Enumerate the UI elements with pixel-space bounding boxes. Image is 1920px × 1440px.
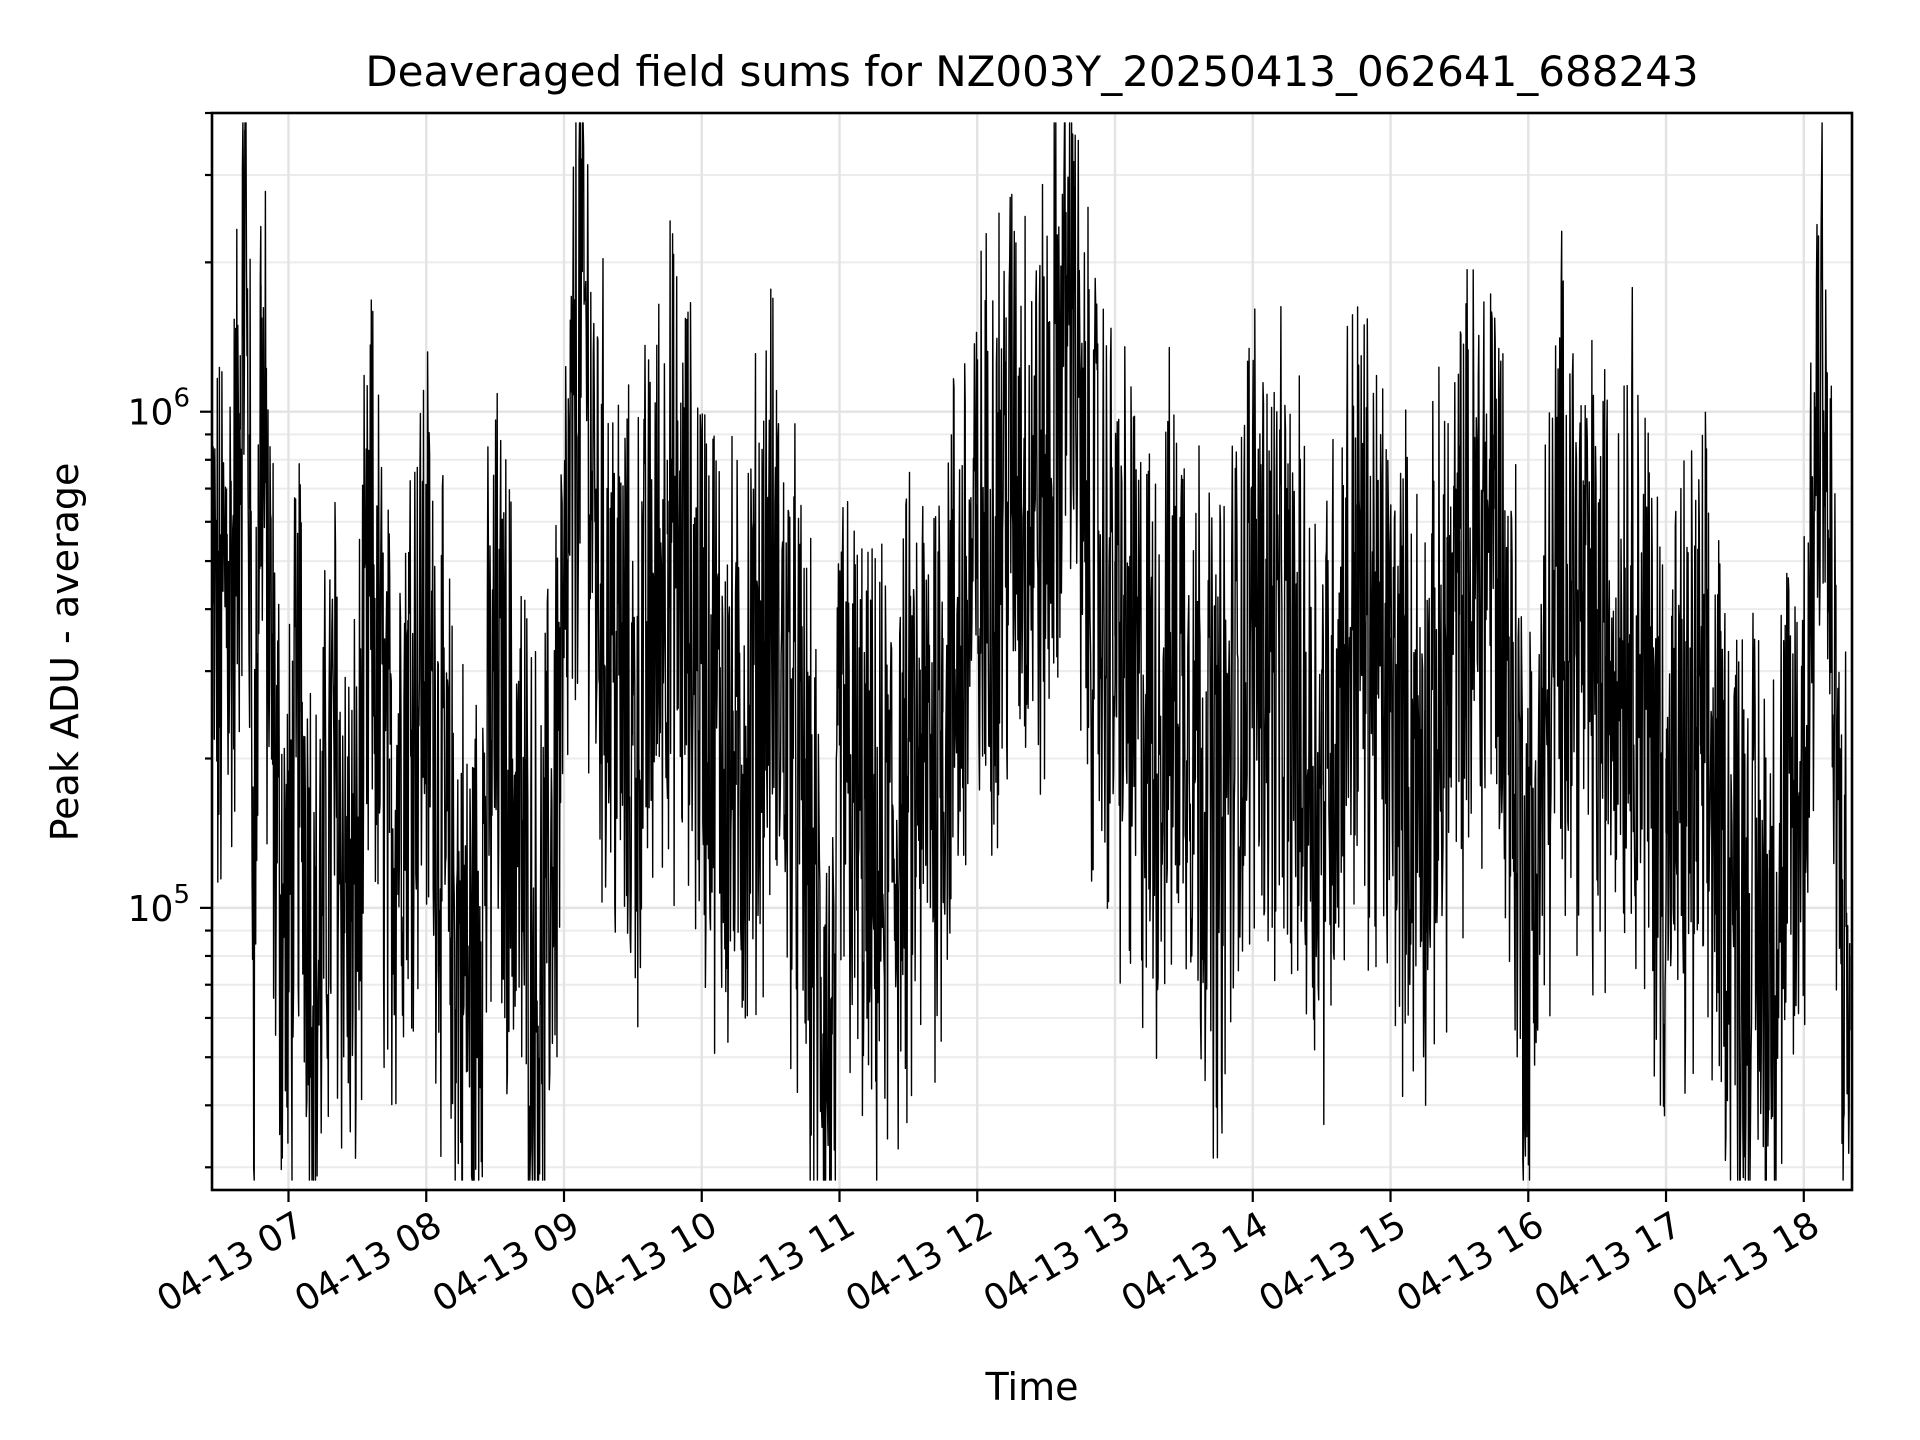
- x-tick-label: 04-13 18: [1666, 1204, 1827, 1320]
- x-axis-label: Time: [985, 1365, 1079, 1409]
- x-tick-label: 04-13 09: [426, 1204, 587, 1320]
- x-tick-label: 04-13 16: [1390, 1204, 1551, 1320]
- y-axis-ticks: 105 106: [128, 111, 212, 1169]
- x-tick-label: 04-13 14: [1115, 1204, 1276, 1320]
- x-tick-label: 04-13 13: [977, 1204, 1138, 1320]
- x-tick-label: 04-13 10: [564, 1204, 725, 1320]
- x-tick-label: 04-13 08: [288, 1204, 449, 1320]
- series-layer: [212, 122, 1851, 1181]
- x-tick-label: 04-13 12: [839, 1204, 1000, 1320]
- y-axis-label: Peak ADU - average: [43, 463, 87, 842]
- y-tick-label: 105: [128, 880, 190, 930]
- plot-frame: [210, 111, 1854, 1192]
- x-tick-label: 04-13 07: [150, 1204, 311, 1320]
- x-tick-label: 04-13 15: [1252, 1204, 1413, 1320]
- x-tick-label: 04-13 11: [701, 1204, 862, 1320]
- series-line: [212, 122, 1851, 1181]
- y-tick-label: 106: [128, 384, 190, 434]
- x-tick-label: 04-13 17: [1528, 1204, 1689, 1320]
- chart-title: Deaveraged field sums for NZ003Y_2025041…: [365, 47, 1698, 96]
